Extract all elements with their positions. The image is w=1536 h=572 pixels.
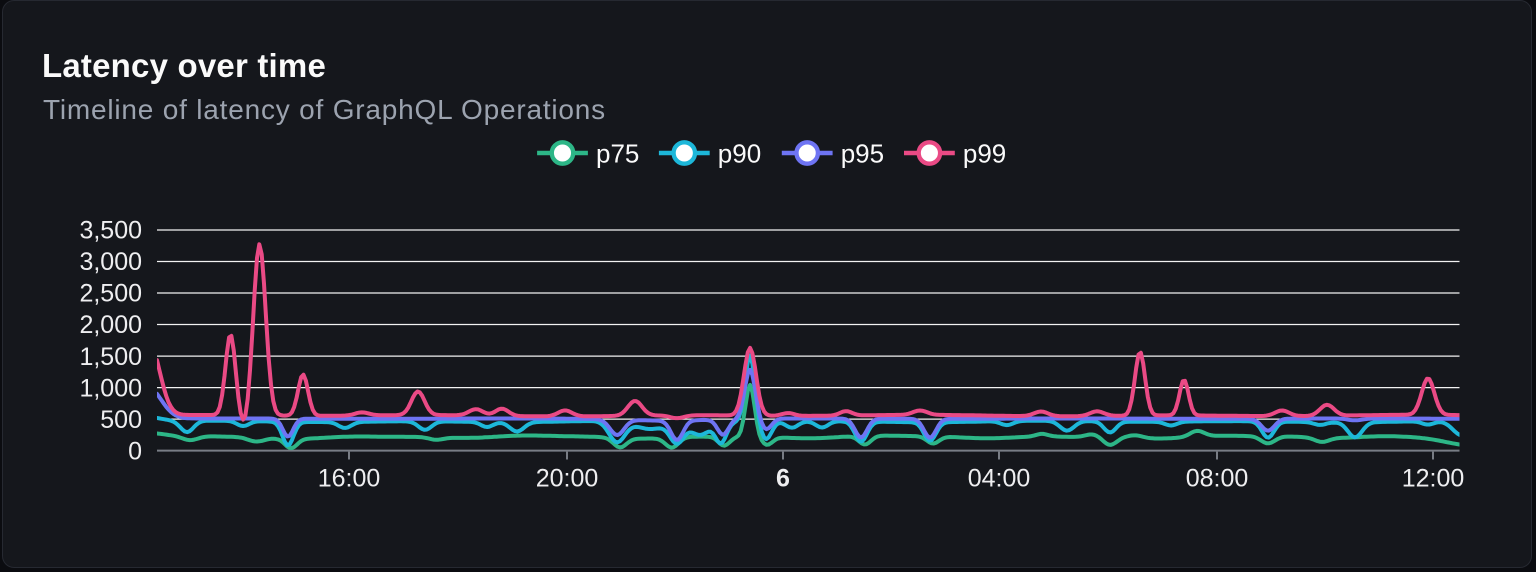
svg-text:20:00: 20:00 [536, 465, 599, 493]
svg-text:p90: p90 [718, 139, 761, 169]
svg-text:500: 500 [100, 406, 142, 434]
svg-text:1,000: 1,000 [79, 374, 142, 402]
svg-text:2,500: 2,500 [79, 280, 142, 308]
svg-text:p75: p75 [596, 139, 639, 169]
svg-text:3,500: 3,500 [79, 217, 142, 245]
svg-text:6: 6 [776, 465, 790, 493]
svg-text:1,500: 1,500 [79, 343, 142, 371]
svg-text:12:00: 12:00 [1402, 465, 1465, 493]
svg-text:0: 0 [128, 437, 142, 465]
svg-text:p95: p95 [841, 139, 884, 169]
svg-text:p99: p99 [963, 139, 1006, 169]
svg-text:3,000: 3,000 [79, 248, 142, 276]
svg-text:04:00: 04:00 [968, 465, 1031, 493]
svg-text:2,000: 2,000 [79, 311, 142, 339]
svg-text:16:00: 16:00 [318, 465, 381, 493]
svg-text:08:00: 08:00 [1186, 465, 1249, 493]
